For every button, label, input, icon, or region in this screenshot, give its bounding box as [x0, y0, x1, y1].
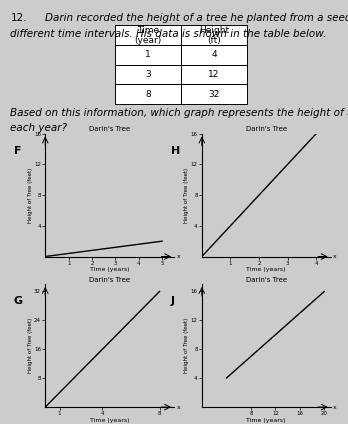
Text: 4: 4: [211, 50, 217, 59]
FancyBboxPatch shape: [181, 25, 247, 45]
FancyBboxPatch shape: [181, 64, 247, 84]
FancyBboxPatch shape: [115, 25, 181, 45]
Text: x: x: [176, 404, 180, 410]
FancyBboxPatch shape: [181, 84, 247, 104]
FancyBboxPatch shape: [115, 64, 181, 84]
Title: Darin's Tree: Darin's Tree: [89, 126, 130, 132]
FancyBboxPatch shape: [115, 84, 181, 104]
Text: Based on this information, which graph represents the height of the tree: Based on this information, which graph r…: [10, 108, 348, 118]
Title: Darin's Tree: Darin's Tree: [246, 126, 287, 132]
X-axis label: Time (years): Time (years): [90, 418, 129, 423]
Text: 3: 3: [145, 70, 151, 79]
Title: Darin's Tree: Darin's Tree: [89, 277, 130, 283]
Y-axis label: Height of Tree (feet): Height of Tree (feet): [184, 167, 189, 223]
Text: 12.: 12.: [10, 13, 27, 23]
Text: 12: 12: [208, 70, 220, 79]
Text: H: H: [171, 146, 180, 156]
X-axis label: Time (years): Time (years): [246, 418, 286, 423]
Y-axis label: Height of Tree (feet): Height of Tree (feet): [184, 318, 189, 373]
Text: each year?: each year?: [10, 123, 68, 133]
Title: Darin's Tree: Darin's Tree: [246, 277, 287, 283]
Text: x: x: [176, 254, 180, 259]
Y-axis label: Height of Tree (feet): Height of Tree (feet): [28, 167, 33, 223]
Text: Time
(year): Time (year): [134, 25, 161, 45]
Text: x: x: [333, 404, 337, 410]
Text: Height
(ft): Height (ft): [199, 25, 229, 45]
Text: F: F: [14, 146, 22, 156]
FancyBboxPatch shape: [115, 45, 181, 64]
X-axis label: Time (years): Time (years): [90, 267, 129, 272]
Text: 32: 32: [208, 89, 220, 98]
X-axis label: Time (years): Time (years): [246, 267, 286, 272]
Text: different time intervals. His data is shown in the table below.: different time intervals. His data is sh…: [10, 29, 327, 39]
Text: Darin recorded the height of a tree he planted from a seed at: Darin recorded the height of a tree he p…: [45, 13, 348, 23]
Y-axis label: Height of Tree (feet): Height of Tree (feet): [28, 318, 33, 373]
Text: G: G: [14, 296, 23, 307]
Text: x: x: [333, 254, 337, 259]
Text: 8: 8: [145, 89, 151, 98]
Text: J: J: [171, 296, 174, 307]
FancyBboxPatch shape: [181, 45, 247, 64]
Text: 1: 1: [145, 50, 151, 59]
